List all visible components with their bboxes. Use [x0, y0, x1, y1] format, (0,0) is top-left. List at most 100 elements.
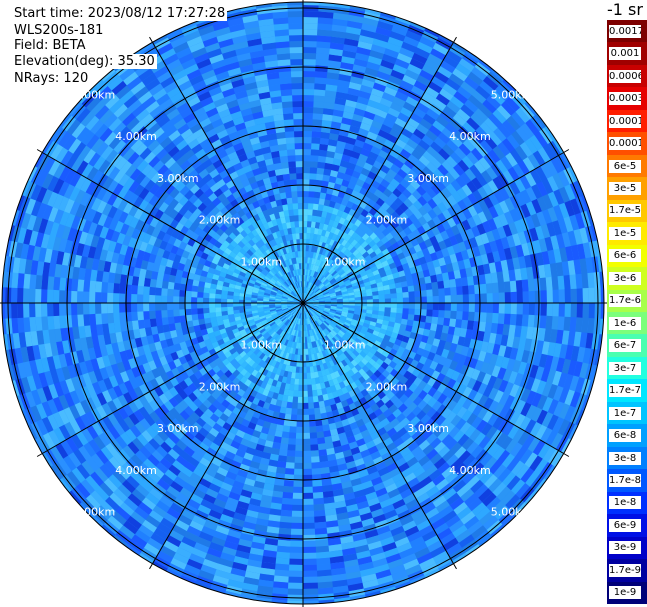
data-cell: [240, 229, 248, 238]
data-cell: [437, 317, 445, 326]
data-cell: [215, 289, 222, 295]
data-cell: [293, 276, 297, 283]
data-cell: [245, 311, 253, 316]
data-cell: [209, 312, 217, 318]
data-cell: [331, 390, 339, 399]
data-cell: [292, 270, 296, 277]
data-cell: [295, 324, 299, 331]
data-cell: [378, 354, 387, 362]
data-cell: [299, 293, 302, 300]
data-cell: [388, 262, 397, 270]
data-cell: [311, 131, 322, 138]
data-cell: [278, 449, 288, 457]
data-cell: [287, 299, 294, 302]
data-cell: [365, 220, 375, 229]
data-cell: [312, 298, 319, 301]
data-cell: [420, 290, 427, 298]
data-cell: [325, 283, 332, 288]
data-cell: [287, 297, 294, 300]
data-cell: [340, 286, 347, 291]
data-cell: [307, 348, 312, 355]
data-cell: [119, 283, 126, 294]
data-cell: [270, 311, 277, 316]
data-cell: [251, 362, 259, 370]
data-cell: [339, 317, 346, 322]
data-cell: [317, 161, 326, 169]
data-cell: [222, 285, 229, 292]
data-cell: [324, 306, 331, 309]
data-cell: [373, 228, 382, 237]
data-cell: [281, 363, 287, 371]
data-cell: [301, 287, 303, 294]
data-cell: [262, 268, 269, 275]
data-cell: [277, 290, 284, 295]
data-cell: [71, 290, 78, 303]
data-cell: [328, 289, 335, 293]
data-cell: [316, 266, 322, 273]
data-cell: [269, 279, 276, 285]
data-cell: [406, 319, 414, 327]
data-cell: [275, 304, 282, 306]
data-cell: [290, 534, 303, 541]
data-cell: [303, 113, 314, 120]
data-cell: [211, 341, 220, 349]
data-cell: [281, 304, 288, 307]
data-cell: [340, 224, 348, 233]
data-cell: [245, 302, 252, 306]
data-cell: [264, 257, 271, 265]
data-cell: [326, 334, 332, 341]
data-cell: [275, 218, 282, 225]
data-cell: [366, 306, 373, 311]
data-cell: [291, 291, 296, 297]
data-cell: [345, 251, 353, 258]
data-cell: [226, 354, 235, 363]
data-cell: [307, 330, 311, 337]
data-cell: [281, 303, 288, 306]
data-cell: [282, 308, 289, 312]
data-cell: [235, 372, 244, 381]
data-cell: [368, 324, 376, 331]
data-cell: [251, 294, 258, 299]
data-cell: [263, 304, 270, 308]
data-cell: [309, 233, 315, 240]
data-cell: [289, 426, 297, 433]
data-cell: [401, 313, 409, 320]
data-cell: [288, 233, 294, 241]
data-cell: [370, 333, 378, 341]
data-cell: [323, 263, 329, 270]
data-cell: [245, 296, 252, 301]
data-cell: [304, 293, 307, 300]
data-cell: [392, 327, 400, 335]
data-cell: [320, 323, 326, 330]
data-cell: [303, 233, 307, 240]
data-cell: [285, 131, 295, 138]
data-cell: [280, 509, 293, 517]
data-cell: [324, 271, 330, 278]
data-cell: [240, 360, 249, 369]
data-cell: [366, 341, 374, 348]
data-cell: [255, 226, 263, 235]
data-cell: [264, 290, 271, 295]
data-cell: [306, 303, 313, 305]
data-cell: [306, 305, 311, 310]
data-cell: [227, 291, 234, 296]
data-cell: [486, 303, 493, 314]
data-cell: [295, 233, 300, 240]
data-cell: [356, 264, 364, 272]
data-cell: [261, 361, 268, 369]
data-cell: [287, 304, 294, 307]
data-cell: [332, 220, 339, 229]
data-cell: [312, 296, 318, 300]
data-cell: [361, 240, 369, 249]
data-cell: [315, 551, 330, 559]
data-cell: [357, 237, 366, 246]
data-cell: [155, 310, 162, 319]
data-cell: [216, 284, 223, 291]
data-cell: [271, 346, 277, 354]
data-cell: [262, 259, 269, 267]
data-cell: [300, 348, 303, 355]
data-cell: [343, 371, 351, 380]
data-cell: [137, 285, 144, 295]
data-cell: [292, 329, 296, 336]
data-cell: [327, 274, 333, 281]
